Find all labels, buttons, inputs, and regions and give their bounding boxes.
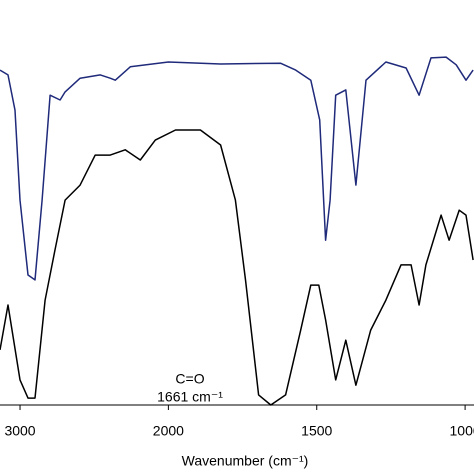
x-tick-label: 1000 <box>450 423 474 439</box>
x-tick-label: 1500 <box>301 423 332 439</box>
annotation: C=O <box>175 371 204 387</box>
x-tick-label: 3000 <box>4 423 35 439</box>
x-axis-label: Wavenumber (cm⁻¹) <box>182 453 309 469</box>
spectrum-line <box>0 56 474 281</box>
spectrum-line <box>0 129 474 406</box>
x-tick-label: 2000 <box>153 423 184 439</box>
annotation: 1661 cm⁻¹ <box>157 389 223 405</box>
